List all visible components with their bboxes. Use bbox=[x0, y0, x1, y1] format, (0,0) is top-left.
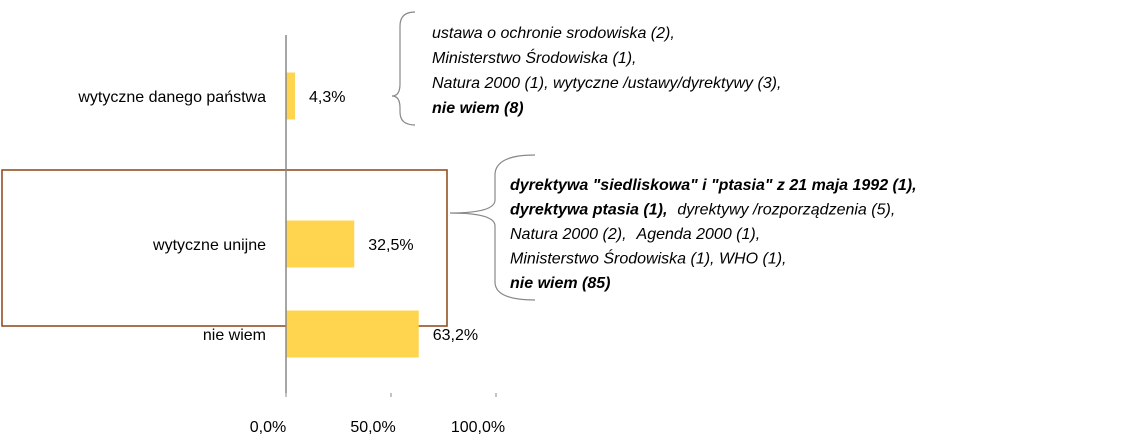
value-label: 4,3% bbox=[309, 89, 345, 106]
annotation-line: dyrektywa ptasia (1), dyrektywy /rozporzą… bbox=[510, 202, 895, 219]
annotation-line: Natura 2000 (2), Agenda 2000 (1), bbox=[510, 226, 760, 243]
highlight-box bbox=[1, 169, 448, 327]
bar bbox=[286, 220, 355, 268]
annotation-text: Ministerstwo Środowiska (1), WHO (1), bbox=[510, 249, 787, 268]
annotation-text: Agenda 2000 (1), bbox=[636, 226, 761, 243]
annotation-line: dyrektywa "siedliskowa" i "ptasia" z 21 … bbox=[510, 177, 917, 194]
annotation-line: Natura 2000 (1), wytyczne /ustawy/dyrekt… bbox=[432, 75, 781, 92]
annotation-text: Natura 2000 (2), bbox=[510, 226, 627, 243]
annotation-line: nie wiem (8) bbox=[432, 100, 524, 117]
annotation-text: nie wiem (85) bbox=[510, 275, 610, 292]
annotation-text: Natura 2000 (1), wytyczne /ustawy/dyrekt… bbox=[432, 75, 781, 92]
annotation-text: nie wiem (8) bbox=[432, 100, 524, 117]
brace bbox=[449, 154, 536, 301]
category-label: wytyczne danego państwa bbox=[77, 89, 266, 106]
annotation-text: dyrektywa ptasia (1), bbox=[510, 202, 667, 219]
annotation-text: dyrektywa "siedliskowa" i "ptasia" z 21 … bbox=[510, 177, 917, 194]
bar bbox=[286, 310, 419, 358]
value-label: 32,5% bbox=[368, 237, 413, 254]
bar bbox=[286, 72, 296, 120]
x-tick-label: 0,0% bbox=[250, 419, 286, 436]
x-tick-label: 100,0% bbox=[451, 419, 505, 436]
brace bbox=[391, 11, 416, 126]
annotation-line: Ministerstwo Środowiska (1), bbox=[432, 48, 637, 67]
value-label: 63,2% bbox=[433, 327, 478, 344]
annotation-text: Ministerstwo Środowiska (1), bbox=[432, 48, 637, 67]
annotation-text: ustawa o ochronie srodowiska (2), bbox=[432, 25, 675, 42]
annotation-line: nie wiem (85) bbox=[510, 275, 610, 292]
annotation-line: ustawa o ochronie srodowiska (2), bbox=[432, 25, 675, 42]
category-label: wytyczne unijne bbox=[152, 237, 266, 254]
annotation-text: dyrektywy /rozporządzenia (5), bbox=[677, 202, 895, 219]
category-label: nie wiem bbox=[203, 327, 266, 344]
x-tick-label: 50,0% bbox=[350, 419, 395, 436]
annotation-line: Ministerstwo Środowiska (1), WHO (1), bbox=[510, 249, 787, 268]
